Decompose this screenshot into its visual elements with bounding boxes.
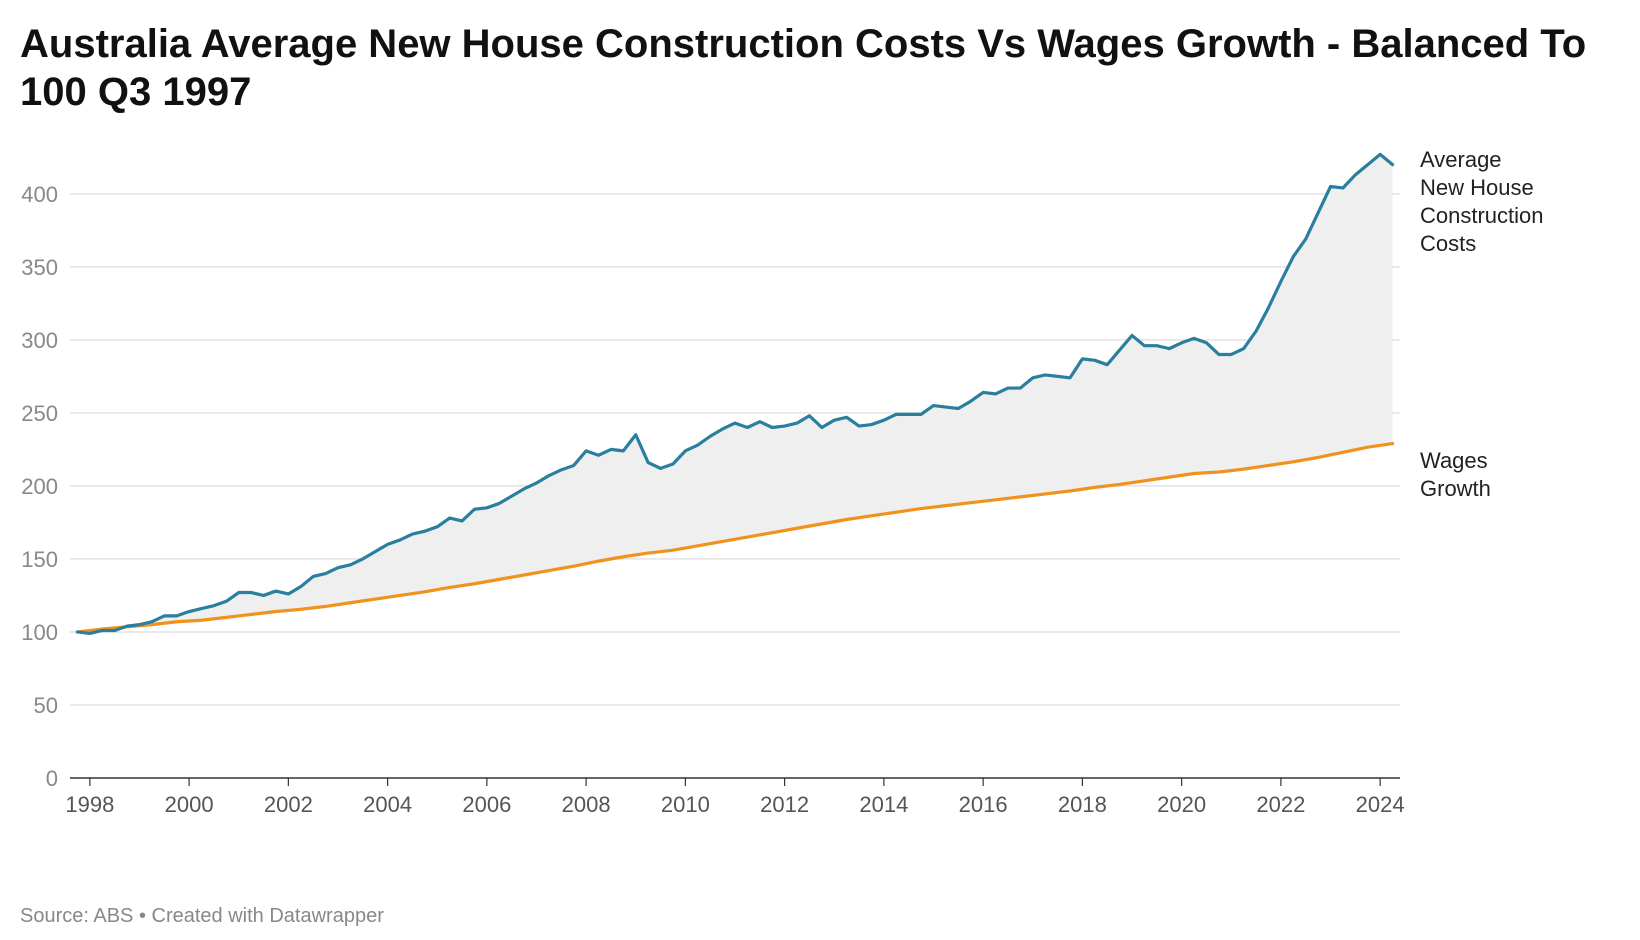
x-tick-label-2002: 2002 [264,792,313,817]
x-tick-label-2016: 2016 [959,792,1008,817]
x-tick-label-2004: 2004 [363,792,412,817]
y-tick-label-150: 150 [21,547,58,572]
construction-costs-label-line-3: Costs [1420,231,1476,256]
wages-growth-label: Wages Growth [1420,448,1491,501]
x-tick-label-2022: 2022 [1256,792,1305,817]
y-tick-label-400: 400 [21,182,58,207]
x-tick-label-2020: 2020 [1157,792,1206,817]
construction-costs-label: Average New House Construction Costs [1420,147,1544,256]
source-footer: Source: ABS • Created with Datawrapper [20,905,384,927]
chart-title: Australia Average New House Construction… [20,22,1587,114]
x-tick-label-2010: 2010 [661,792,710,817]
y-tick-label-350: 350 [21,255,58,280]
x-tick-label-1998: 1998 [65,792,114,817]
series-labels: Average New House Construction Costs Wages Gr… [1420,147,1544,501]
construction-costs-line [75,152,1395,636]
y-tick-label-200: 200 [21,474,58,499]
wages-growth-label-line-1: Growth [1420,476,1491,501]
y-tick-label-250: 250 [21,401,58,426]
grid-lines [70,193,1400,706]
x-tick-label-2008: 2008 [562,792,611,817]
x-tick-label-2000: 2000 [165,792,214,817]
x-tick-label-2012: 2012 [760,792,809,817]
x-tick-label-2014: 2014 [859,792,908,817]
fill-area [77,154,1393,634]
series-lines [75,152,1395,636]
construction-costs-label-line-0: Average [1420,147,1502,172]
x-tick-label-2018: 2018 [1058,792,1107,817]
construction-costs-label-line-2: Construction [1420,203,1544,228]
construction-costs-label-line-1: New House [1420,175,1534,200]
y-tick-label-50: 50 [34,693,58,718]
wages-growth-label-line-0: Wages [1420,448,1488,473]
y-tick-label-100: 100 [21,620,58,645]
y-tick-label-0: 0 [46,766,58,791]
axes: 0 50 100 150 200 250 300 350 400 1998 2000 2002 2004… [21,182,1404,817]
y-tick-label-300: 300 [21,328,58,353]
x-tick-label-2024: 2024 [1356,792,1405,817]
area-between-series [77,154,1393,634]
x-tick-label-2006: 2006 [462,792,511,817]
wages-growth-line [75,441,1395,634]
